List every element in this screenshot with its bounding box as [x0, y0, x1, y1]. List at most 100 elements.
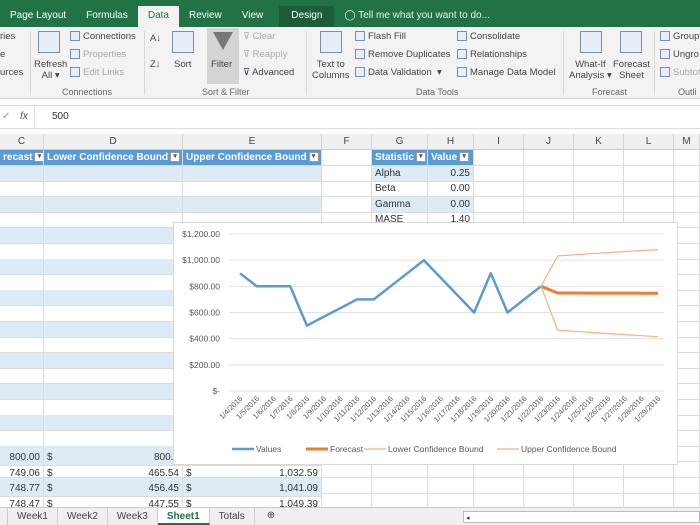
filter-dropdown-icon[interactable]: ▾ — [459, 152, 470, 163]
connections-button[interactable]: Connections — [70, 31, 136, 42]
cell[interactable] — [524, 197, 574, 213]
column-header-k[interactable]: K — [574, 134, 624, 150]
column-header-m[interactable]: M — [674, 134, 700, 150]
stats-cell[interactable]: 0.00 — [428, 181, 474, 197]
filter-dropdown-icon[interactable]: ▾ — [415, 152, 426, 163]
cell[interactable] — [624, 478, 674, 494]
table-header-d[interactable]: Lower Confidence Bound ▾ — [44, 150, 183, 166]
cell[interactable] — [44, 228, 183, 244]
what-if-analysis-button[interactable]: What-If Analysis ▾ — [569, 59, 612, 81]
stats-cell[interactable]: Alpha — [372, 166, 428, 182]
check-icon[interactable]: ✓ — [2, 111, 11, 122]
scroll-left-icon[interactable]: ◂ — [466, 515, 470, 522]
filter-dropdown-icon[interactable]: ▾ — [170, 152, 181, 163]
cell[interactable] — [44, 337, 183, 353]
cell[interactable] — [624, 462, 674, 478]
queries-button[interactable]: ries — [0, 31, 16, 42]
cell[interactable] — [574, 166, 624, 182]
tell-me-search[interactable]: ◯ Tell me what you want to do... — [334, 6, 500, 27]
cell[interactable] — [183, 197, 322, 213]
cell[interactable] — [0, 228, 44, 244]
filter-button[interactable]: Filter — [207, 28, 239, 84]
column-header-e[interactable]: E — [183, 134, 322, 150]
cell[interactable] — [624, 150, 674, 166]
cell[interactable] — [0, 368, 44, 384]
cell[interactable] — [44, 166, 183, 182]
tab-data[interactable]: Data — [137, 6, 179, 27]
subtotal-button[interactable]: Subtot — [660, 67, 700, 78]
new-sheet-button[interactable]: ⊕ — [266, 510, 276, 521]
cell-upper-bound[interactable]: $1,041.09 — [183, 481, 322, 497]
cell[interactable] — [0, 290, 44, 306]
cell[interactable] — [0, 212, 44, 228]
cell[interactable] — [574, 150, 624, 166]
cell[interactable] — [183, 181, 322, 197]
cell[interactable] — [574, 478, 624, 494]
cell[interactable] — [183, 166, 322, 182]
cell[interactable] — [44, 353, 183, 369]
cell[interactable] — [524, 462, 574, 478]
cell[interactable] — [0, 181, 44, 197]
advanced-button[interactable]: ⊽ Advanced — [243, 67, 294, 78]
cell-forecast[interactable]: 749.06 — [0, 466, 44, 482]
cell[interactable] — [44, 197, 183, 213]
cell[interactable] — [44, 212, 183, 228]
cell[interactable] — [44, 322, 183, 338]
sort-az-button[interactable]: A↓ — [150, 33, 162, 44]
cell[interactable] — [524, 181, 574, 197]
stats-header-1[interactable]: Value ▾ — [428, 150, 474, 166]
from-table-button[interactable]: e — [0, 49, 6, 60]
cell-lower-bound[interactable]: $456.45 — [44, 481, 183, 497]
sheet-tab-totals[interactable]: Totals — [210, 508, 255, 525]
column-header-c[interactable]: C — [0, 134, 44, 150]
cell-lower-bound[interactable]: $465.54 — [44, 466, 183, 482]
sheet-tab-week1[interactable]: Week1 — [8, 508, 58, 525]
cell[interactable] — [624, 166, 674, 182]
cell[interactable] — [0, 275, 44, 291]
column-header-g[interactable]: G — [372, 134, 428, 150]
sort-za-button[interactable]: Z↓ — [150, 59, 161, 70]
cell[interactable] — [474, 462, 524, 478]
sheet-tab-week3[interactable]: Week3 — [108, 508, 158, 525]
cell-forecast[interactable]: 800.00 — [0, 450, 44, 466]
cell[interactable] — [0, 384, 44, 400]
cell[interactable] — [474, 166, 524, 182]
cell[interactable] — [322, 166, 372, 182]
group-button[interactable]: Group — [660, 31, 699, 42]
stats-header-0[interactable]: Statistic ▾ — [372, 150, 428, 166]
cell[interactable] — [44, 181, 183, 197]
cell[interactable] — [674, 166, 700, 182]
cell[interactable] — [674, 150, 700, 166]
forecast-chart[interactable]: $- $200.00 $400.00 $600.00 $800.00 $1,000.00 $… — [173, 222, 678, 465]
tab-formulas[interactable]: Formulas — [86, 10, 128, 21]
cell[interactable] — [474, 197, 524, 213]
cell[interactable] — [624, 181, 674, 197]
column-header-j[interactable]: J — [524, 134, 574, 150]
cell[interactable] — [0, 415, 44, 431]
table-header-c[interactable]: recast ▾ — [0, 150, 44, 166]
cell[interactable] — [44, 384, 183, 400]
cell[interactable] — [524, 478, 574, 494]
cell[interactable] — [0, 337, 44, 353]
consolidate-button[interactable]: Consolidate — [457, 31, 520, 42]
clear-button[interactable]: ⊽ Clear — [243, 31, 275, 42]
table-header-e[interactable]: Upper Confidence Bound ▾ — [183, 150, 322, 166]
cell[interactable] — [44, 431, 183, 447]
tab-design[interactable]: Design — [279, 6, 335, 27]
sheet-tab-sheet1[interactable]: Sheet1 — [157, 508, 210, 525]
column-header-l[interactable]: L — [624, 134, 674, 150]
cell[interactable] — [322, 462, 372, 478]
cell-lower-bound[interactable]: $800.0 — [44, 450, 183, 466]
column-header-h[interactable]: H — [428, 134, 474, 150]
cell[interactable] — [322, 478, 372, 494]
stats-cell[interactable]: 0.25 — [428, 166, 474, 182]
recent-sources-button[interactable]: urces — [0, 67, 24, 78]
cell[interactable] — [322, 197, 372, 213]
cell[interactable] — [574, 197, 624, 213]
cell[interactable] — [44, 244, 183, 260]
horizontal-scrollbar[interactable]: ◂ — [463, 511, 700, 523]
cell[interactable] — [428, 478, 474, 494]
text-to-columns-button[interactable]: Text to Columns — [312, 59, 350, 81]
tab-page-layout[interactable]: Page Layout — [10, 10, 67, 21]
tab-review[interactable]: Review — [188, 10, 222, 21]
